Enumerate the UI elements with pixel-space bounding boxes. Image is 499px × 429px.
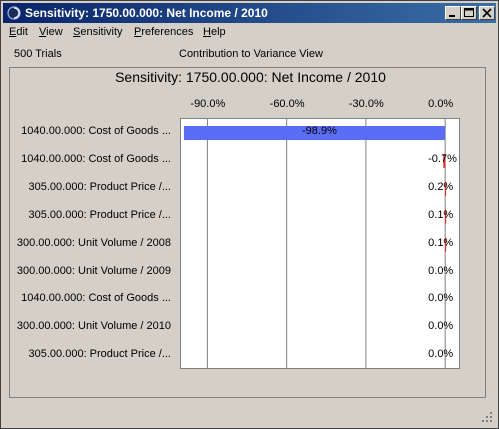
bar[interactable]	[443, 153, 446, 168]
bar-value-label: 0.0%	[428, 264, 454, 277]
trials-count: 500 Trials	[14, 48, 62, 60]
bar-value-label: 0.2%	[428, 180, 454, 193]
minimize-icon	[449, 15, 455, 17]
bar-value-label: -98.9%	[302, 125, 337, 137]
x-tick-label: -30.0%	[348, 98, 384, 110]
menu-view[interactable]: View	[39, 26, 63, 38]
variable-label: 1040.00.000: Cost of Goods ...	[21, 152, 171, 165]
variable-label: 305.00.000: Product Price /...	[28, 208, 171, 221]
variable-label: 1040.00.000: Cost of Goods ...	[21, 292, 171, 305]
variable-label: 305.00.000: Product Price /...	[28, 348, 171, 361]
menu-edit[interactable]: Edit	[9, 26, 28, 38]
menu-help[interactable]: Help	[203, 26, 226, 38]
app-icon	[7, 6, 21, 20]
variable-label: 300.00.000: Unit Volume / 2010	[16, 320, 171, 333]
bar-value-label: 0.0%	[428, 320, 454, 333]
bar[interactable]	[183, 126, 446, 140]
variable-label: 305.00.000: Product Price /...	[28, 180, 171, 193]
bar-value-label: -0.7%	[428, 152, 457, 165]
bar[interactable]	[445, 209, 447, 224]
title-bar[interactable]: Sensitivity: 1750.00.000: Net Income / 2…	[3, 3, 496, 23]
resize-grip-icon[interactable]	[481, 411, 493, 423]
view-name: Contribution to Variance View	[179, 48, 323, 60]
maximize-icon	[464, 8, 474, 17]
chart-panel	[9, 67, 486, 398]
bar-value-label: 0.1%	[428, 208, 454, 221]
menu-bar: Edit View Sensitivity Preferences Help	[3, 24, 496, 42]
bar[interactable]	[445, 237, 447, 252]
maximize-button[interactable]	[461, 6, 477, 20]
bar-value-label: 0.1%	[428, 236, 454, 249]
variable-label: 300.00.000: Unit Volume / 2009	[16, 264, 171, 277]
variable-label: 1040.00.000: Cost of Goods ...	[21, 125, 171, 137]
menu-preferences[interactable]: Preferences	[134, 26, 194, 38]
window-title: Sensitivity: 1750.00.000: Net Income / 2…	[25, 6, 268, 20]
bar-value-label: 0.0%	[428, 292, 454, 305]
bar-value-label: 0.0%	[428, 348, 454, 361]
x-tick-label: -60.0%	[269, 98, 305, 110]
close-button[interactable]	[479, 6, 495, 20]
menu-sensitivity[interactable]: Sensitivity	[73, 26, 123, 38]
bar[interactable]	[445, 181, 447, 196]
status-bar	[3, 406, 496, 426]
variable-label: 300.00.000: Unit Volume / 2008	[16, 236, 171, 249]
x-tick-label: 0.0%	[428, 98, 454, 110]
chart-title: Sensitivity: 1750.00.000: Net Income / 2…	[115, 69, 386, 85]
sensitivity-plot	[180, 118, 460, 369]
minimize-button[interactable]	[445, 6, 461, 20]
x-tick-label: -90.0%	[190, 98, 226, 110]
close-icon	[482, 8, 492, 18]
